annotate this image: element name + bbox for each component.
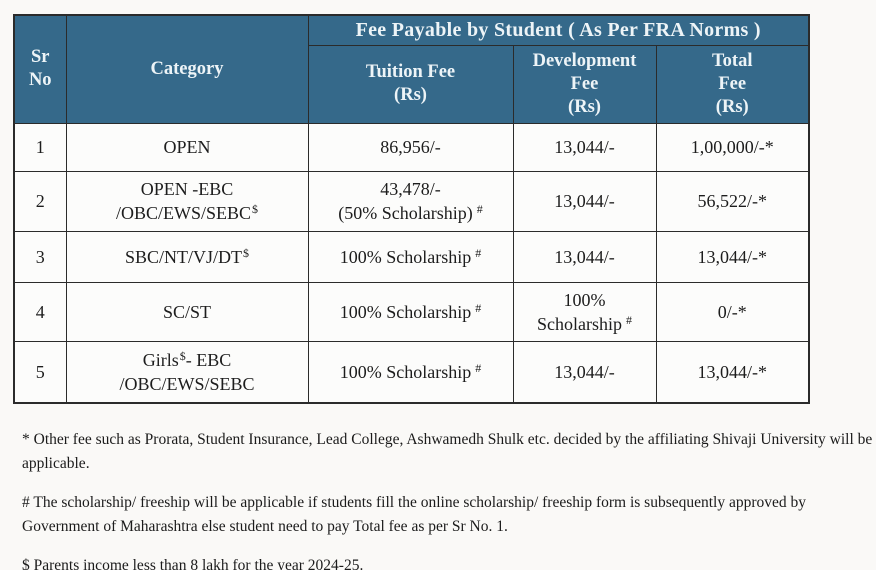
table-row-4: 4 SC/ST 100% Scholarship # 100% Scholarsh… — [13, 281, 810, 342]
header-tuition-line2: (Rs) — [394, 85, 427, 105]
header-total-fee: Total Fee (Rs) — [655, 44, 810, 124]
asterisk-symbol: * — [22, 431, 30, 448]
hash-superscript: # — [475, 360, 482, 375]
row5-tuition-fee: 100% Scholarship # — [307, 340, 514, 404]
header-total-line1: Total — [712, 50, 753, 71]
table-row-5: 5 Girls$- EBC /OBC/EWS/SEBC 100% Scholar… — [13, 340, 810, 404]
footnotes: * Other fee such as Prorata, Student Ins… — [22, 428, 874, 570]
row4-development-line1: 100% — [563, 289, 606, 310]
row3-development-fee: 13,044/- — [512, 230, 657, 283]
header-sr-no-line1: Sr — [31, 47, 50, 68]
row1-tuition-fee: 86,956/- — [307, 122, 514, 172]
row4-development-line2: Scholarship # — [537, 312, 632, 334]
row5-category-line1: Girls$- EBC — [142, 348, 232, 370]
dollar-superscript: $ — [179, 348, 186, 363]
row2-development-fee: 13,044/- — [512, 170, 657, 232]
header-fee-payable-title: Fee Payable by Student ( As Per FRA Norm… — [307, 14, 810, 46]
row2-category-line2: /OBC/EWS/SEBC$ — [115, 202, 259, 223]
row4-development-fee: 100% Scholarship # — [512, 281, 657, 342]
row5-sr-no: 5 — [13, 340, 67, 404]
header-development-line2: Fee — [570, 73, 599, 94]
note-hash: # The scholarship/ freeship will be appl… — [22, 491, 874, 539]
row1-development-fee: 13,044/- — [512, 122, 657, 172]
row1-total-fee: 1,00,000/-* — [655, 122, 810, 172]
header-tuition-line1: Tuition Fee — [365, 62, 456, 82]
row2-category-line1: OPEN -EBC — [140, 179, 234, 199]
header-development-fee: Development Fee (Rs) — [512, 44, 657, 124]
header-total-line3: (Rs) — [715, 96, 749, 117]
row4-sr-no: 4 — [13, 281, 67, 342]
dollar-superscript: $ — [243, 245, 250, 260]
note-asterisk: * Other fee such as Prorata, Student Ins… — [22, 428, 874, 476]
header-tuition-fee: Tuition Fee (Rs) — [307, 44, 514, 124]
row3-category: SBC/NT/VJ/DT$ — [65, 230, 309, 283]
row4-tuition-fee: 100% Scholarship # — [307, 281, 514, 342]
row2-tuition-fee: 43,478/- (50% Scholarship) # — [307, 170, 514, 232]
header-development-line1: Development — [532, 50, 637, 71]
hash-superscript: # — [475, 245, 482, 260]
row1-category: OPEN — [65, 122, 309, 172]
header-total-line2: Fee — [718, 73, 747, 94]
row2-sr-no: 2 — [13, 170, 67, 232]
fee-table: Sr No Category Fee Payable by Student ( … — [13, 14, 810, 404]
header-sr-no: Sr No — [13, 14, 67, 124]
row3-sr-no: 3 — [13, 230, 67, 283]
note-dollar-text: Parents income less than 8 lakh for the … — [33, 557, 364, 570]
header-category: Category — [65, 14, 309, 124]
hash-superscript: # — [626, 312, 632, 327]
hash-symbol: # — [22, 494, 30, 511]
header-development-line3: (Rs) — [568, 96, 601, 117]
row5-category-line2: /OBC/EWS/SEBC — [119, 373, 255, 394]
row1-sr-no: 1 — [13, 122, 67, 172]
row5-total-fee: 13,044/-* — [655, 340, 810, 404]
dollar-symbol: $ — [22, 557, 30, 570]
row3-total-fee: 13,044/-* — [655, 230, 810, 283]
row5-category: Girls$- EBC /OBC/EWS/SEBC — [65, 340, 309, 404]
row3-tuition-fee: 100% Scholarship # — [307, 230, 514, 283]
header-sub-row: Tuition Fee (Rs) Development Fee (Rs) To… — [14, 44, 810, 124]
hash-superscript: # — [476, 202, 483, 216]
note-asterisk-text: Other fee such as Prorata, Student Insur… — [22, 431, 873, 472]
fee-structure-document: Sr No Category Fee Payable by Student ( … — [0, 14, 876, 570]
row5-development-fee: 13,044/- — [512, 340, 657, 404]
note-dollar: $ Parents income less than 8 lakh for th… — [22, 554, 874, 570]
row2-tuition-line1: 43,478/- — [380, 179, 441, 199]
header-sr-no-line2: No — [28, 70, 52, 91]
hash-superscript: # — [475, 300, 482, 315]
table-row-2: 2 OPEN -EBC /OBC/EWS/SEBC$ 43,478/- (50%… — [13, 170, 810, 232]
table-row-1: 1 OPEN 86,956/- 13,044/- 1,00,000/-* — [13, 122, 810, 172]
row2-tuition-line2: (50% Scholarship) # — [338, 202, 483, 223]
row4-category: SC/ST — [65, 281, 309, 342]
table-row-3: 3 SBC/NT/VJ/DT$ 100% Scholarship # 13,044… — [13, 230, 810, 283]
row4-total-fee: 0/-* — [655, 281, 810, 342]
row2-total-fee: 56,522/-* — [655, 170, 810, 232]
row2-category: OPEN -EBC /OBC/EWS/SEBC$ — [65, 170, 309, 232]
header-top-row: Sr No Category Fee Payable by Student ( … — [13, 14, 810, 124]
note-hash-text: The scholarship/ freeship will be applic… — [22, 494, 807, 535]
dollar-superscript: $ — [252, 202, 259, 216]
